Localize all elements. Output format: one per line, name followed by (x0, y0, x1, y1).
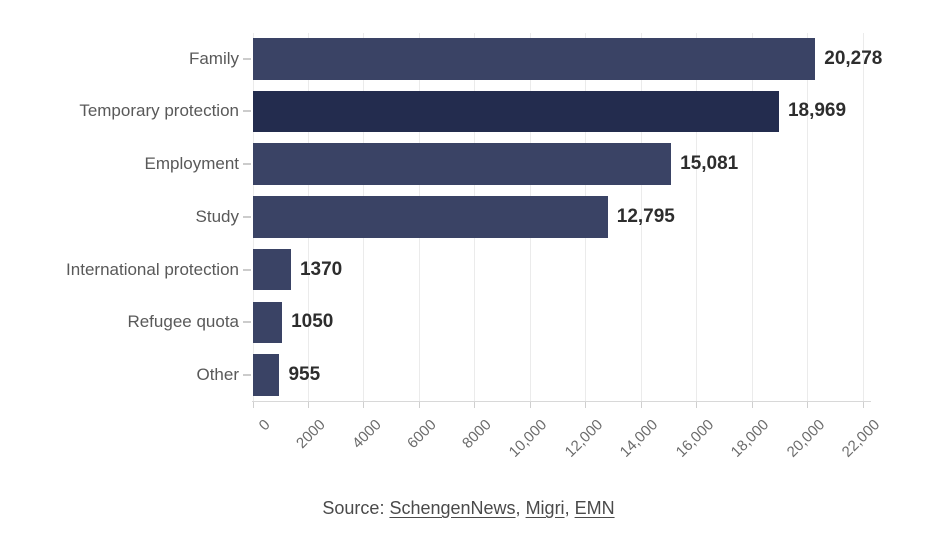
axis-tick (529, 401, 531, 408)
source-link-migri[interactable]: Migri (525, 498, 565, 518)
axis-tick (418, 401, 420, 408)
bar (253, 38, 816, 80)
category-tick (243, 215, 251, 218)
value-label: 1370 (299, 258, 343, 280)
value-label: 1050 (291, 311, 334, 333)
source-separator: , (515, 498, 526, 518)
category-label: Employment (144, 154, 239, 174)
x-tick-label: 6000 (404, 416, 440, 452)
x-tick-label: 4000 (348, 416, 385, 452)
axis-tick (474, 401, 476, 408)
axis-tick (363, 401, 365, 408)
category-tick (243, 373, 251, 376)
bar (253, 90, 779, 133)
x-tick-label: 2000 (293, 416, 329, 452)
x-axis-line (252, 401, 871, 402)
x-tick-label: 22,000 (838, 416, 884, 461)
source-links: SchengenNews, Migri, EMN (389, 498, 614, 518)
category-label: Study (195, 206, 239, 226)
category-label: Temporary protection (79, 101, 239, 121)
value-label: 955 (288, 363, 321, 385)
x-tick-label: 18,000 (727, 416, 773, 461)
bar (253, 143, 672, 185)
x-tick-label: 14,000 (617, 416, 662, 461)
axis-tick (751, 401, 753, 408)
category-tick (243, 268, 251, 271)
axis-tick (585, 401, 587, 408)
source-separator: , (564, 498, 575, 518)
value-label: 20,278 (824, 47, 883, 69)
category-tick (243, 163, 251, 166)
gridline (696, 33, 698, 401)
source-line: Source: SchengenNews, Migri, EMN (0, 497, 937, 519)
category-label: Refugee quota (127, 312, 239, 332)
value-label: 15,081 (680, 153, 739, 175)
gridline (751, 33, 753, 401)
x-tick-label: 16,000 (672, 416, 717, 461)
axis-tick (307, 401, 309, 408)
value-label: 18,969 (787, 100, 847, 122)
category-tick (243, 57, 251, 60)
gridline (640, 33, 642, 401)
axis-tick (862, 401, 864, 408)
category-label: Family (188, 48, 239, 68)
bar (253, 196, 608, 238)
value-label: 12,795 (616, 205, 675, 227)
x-tick-label: 10,000 (506, 416, 551, 461)
x-tick-label: 12,000 (561, 416, 607, 461)
x-tick-label: 8000 (459, 416, 496, 452)
axis-tick (252, 401, 254, 408)
gridline (862, 33, 864, 401)
source-link-schengennews[interactable]: SchengenNews (389, 498, 516, 518)
axis-tick (807, 401, 809, 408)
source-prefix: Source: (322, 498, 390, 518)
category-tick (243, 321, 251, 324)
category-label: Other (196, 364, 239, 384)
x-tick-label: 0 (255, 416, 274, 435)
category-tick (243, 110, 251, 113)
axis-tick (696, 401, 698, 408)
source-link-emn[interactable]: EMN (574, 498, 615, 518)
bar (253, 301, 283, 343)
bar (253, 354, 280, 396)
category-label: International protection (66, 259, 239, 279)
axis-tick (640, 401, 642, 408)
bar (253, 248, 291, 291)
x-tick-label: 20,000 (783, 416, 828, 461)
gridline (807, 33, 809, 401)
